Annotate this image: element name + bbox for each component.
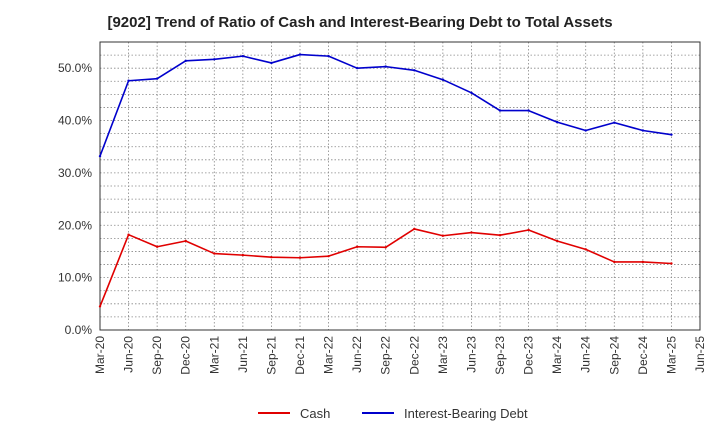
x-tick-label: Dec-24 [636, 336, 650, 375]
x-tick-label: Dec-21 [293, 336, 307, 375]
data-point [213, 58, 216, 61]
data-point [613, 260, 616, 264]
x-tick-label: Mar-20 [93, 336, 107, 374]
data-point [241, 253, 245, 257]
data-point [384, 65, 387, 68]
data-point [270, 256, 273, 259]
x-tick-label: Mar-22 [322, 336, 336, 374]
data-point [298, 53, 302, 56]
data-point [441, 78, 445, 81]
data-point [327, 254, 330, 258]
data-point [184, 59, 187, 63]
y-tick-label: 30.0% [58, 166, 92, 180]
data-point [327, 54, 330, 58]
x-tick-label: Jun-25 [693, 336, 707, 373]
data-point [498, 109, 502, 112]
data-point [584, 248, 587, 251]
data-point [613, 121, 616, 124]
data-point [355, 66, 359, 70]
x-tick-label: Jun-21 [236, 336, 250, 373]
x-tick-label: Mar-23 [436, 336, 450, 374]
x-tick-label: Jun-23 [464, 336, 478, 373]
data-point [470, 91, 473, 94]
y-tick-label: 40.0% [58, 114, 92, 128]
y-tick-label: 0.0% [65, 323, 93, 337]
data-point [555, 120, 559, 124]
x-tick-label: Dec-22 [407, 336, 421, 375]
data-point [670, 262, 673, 265]
data-point [384, 246, 387, 249]
x-tick-label: Dec-23 [522, 336, 536, 375]
chart-title: [9202] Trend of Ratio of Cash and Intere… [107, 14, 613, 31]
data-point [584, 129, 587, 132]
y-tick-label: 10.0% [58, 271, 92, 285]
data-point [270, 61, 273, 65]
x-tick-label: Jun-20 [122, 336, 136, 373]
data-point [670, 133, 673, 136]
plot-area [100, 42, 700, 330]
plot-frame [99, 41, 701, 331]
data-point [641, 260, 645, 264]
data-point [127, 79, 130, 82]
x-tick-label: Sep-23 [493, 336, 507, 375]
data-point [213, 252, 216, 255]
x-tick-label: Jun-24 [579, 336, 593, 373]
data-point [555, 239, 559, 243]
x-tick-label: Sep-21 [264, 336, 278, 375]
y-tick-label: 20.0% [58, 218, 92, 232]
data-point [498, 234, 502, 237]
x-tick-label: Jun-22 [350, 336, 364, 373]
data-point [355, 245, 359, 248]
data-point [527, 228, 530, 232]
data-point [413, 69, 416, 72]
data-point [470, 231, 473, 234]
data-point [527, 109, 530, 112]
legend-item-interest-bearing-debt-label: Interest-Bearing Debt [404, 406, 528, 421]
x-tick-label: Mar-24 [550, 336, 564, 374]
legend-item-cash-label: Cash [300, 406, 330, 421]
x-tick-label: Mar-21 [207, 336, 221, 374]
data-point [98, 154, 102, 158]
x-tick-label: Dec-20 [179, 336, 193, 375]
x-tick-label: Sep-22 [379, 336, 393, 375]
data-point [413, 227, 416, 231]
data-point [98, 305, 102, 308]
x-tick-label: Sep-24 [607, 336, 621, 375]
data-point [241, 54, 245, 58]
data-point [641, 129, 645, 132]
x-tick-label: Sep-20 [150, 336, 164, 375]
data-point [155, 77, 159, 80]
data-point [127, 233, 130, 236]
y-tick-label: 50.0% [58, 61, 92, 75]
data-point [298, 256, 302, 259]
data-point [184, 239, 187, 243]
data-point [441, 234, 445, 237]
x-tick-label: Mar-25 [664, 336, 678, 374]
data-point [155, 245, 159, 248]
